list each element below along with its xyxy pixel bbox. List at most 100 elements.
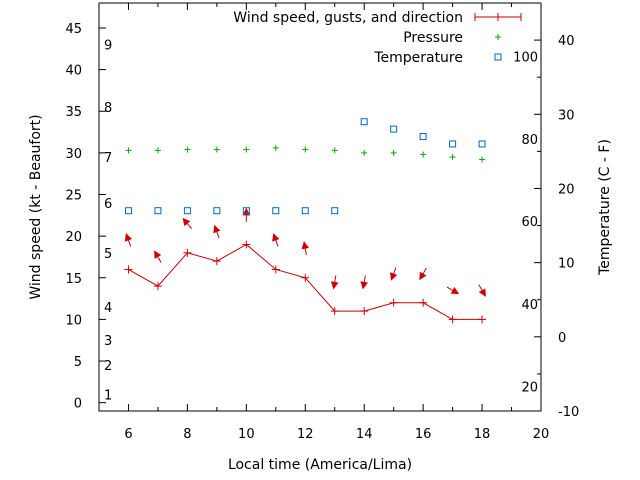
wind-arrow [272,233,280,247]
y-tick-label: 25 [65,189,82,204]
beaufort-tick-label: 2 [104,359,112,374]
beaufort-tick-label: 5 [104,247,112,262]
beaufort-tick-label: 7 [104,151,112,166]
y-tick-labels: 0 5 10 15 20 25 30 35 40 45 [65,22,82,412]
wind-arrow-head [182,217,191,227]
fahrenheit-tick-label: 100 [513,50,538,65]
wind-point [124,265,133,274]
wind-point [360,307,369,316]
wind-point [448,315,457,324]
wind-arrow [154,250,162,263]
wind-arrow [301,241,310,256]
x-tick-label: 18 [474,427,491,442]
beaufort-tick-labels: 1 2 3 4 5 6 7 8 9 [104,39,112,404]
y2-axis-label: Temperature (C - F) [597,139,613,276]
wind-arrow [124,233,133,247]
legend-label: Wind speed, gusts, and direction [233,10,463,26]
y2-tick-label: 0 [558,331,566,346]
wind-arrow-head [330,281,339,290]
wind-point [242,240,251,249]
x-tick-label: 12 [297,427,314,442]
pressure-point [272,144,279,151]
x-tick-label: 10 [238,427,255,442]
wind-arrow [182,217,192,229]
y-tick-label: 20 [65,230,82,245]
wind-point [330,307,339,316]
y-tick-label: 35 [65,105,82,120]
beaufort-tick-label: 9 [104,39,112,54]
wind-point [183,248,192,257]
y-tick-label: 5 [74,355,82,370]
temperature-point [390,125,398,133]
pressure-point [125,147,132,154]
temperature-point [242,207,250,215]
y-tick-label: 30 [65,147,82,162]
temperature-point [449,140,457,148]
y2-tick-label: -10 [558,405,579,420]
wind-point [478,315,487,324]
wind-arrow-head [360,281,368,290]
x-axis-label: Local time (America/Lima) [228,457,412,473]
legend-temperature-marker [494,53,502,61]
fahrenheit-tick-label: 60 [521,215,538,230]
fahrenheit-tick-label: 20 [521,381,538,396]
wind-direction-arrows [124,207,486,297]
pressure-point [331,147,338,154]
fahrenheit-tick-labels: 20 40 60 80 100 [513,50,538,395]
wind-line [128,243,483,320]
wind-point [271,265,280,274]
legend-label: Pressure [403,30,463,46]
x-tick-label: 16 [415,427,432,442]
pressure-point [154,147,161,154]
wind-point [419,298,428,307]
y-tick-label: 15 [65,272,82,287]
y2-tick-label: 30 [558,108,575,123]
wind-series [124,240,487,324]
pressure-point [302,146,309,153]
wind-arrow [390,267,398,281]
tick-marks [98,2,542,412]
x-tick-label: 6 [124,427,132,442]
beaufort-tick-label: 6 [104,197,112,212]
temperature-point [419,133,427,141]
wind-arrow-head [301,241,310,250]
wind-arrow [478,284,486,297]
legend-label: Temperature [373,50,463,66]
temperature-point [301,207,309,215]
temperature-point [360,118,368,126]
beaufort-tick-label: 8 [104,101,112,116]
x-tick-label: 14 [356,427,373,442]
x-tick-label: 8 [183,427,191,442]
pressure-point [243,146,250,153]
wind-arrow-head [124,233,133,242]
pressure-point [420,151,427,158]
y-tick-label: 45 [65,22,82,37]
wind-arrow [446,286,460,295]
legend: Wind speed, gusts, and direction Pressure… [233,10,522,66]
pressure-point [361,149,368,156]
wind-arrow [213,224,221,239]
pressure-point [390,149,397,156]
fahrenheit-tick-label: 80 [521,133,538,148]
pressure-series [125,144,486,163]
pressure-point [449,154,456,161]
x-tick-label: 20 [533,427,550,442]
y2-tick-label: 40 [558,34,575,49]
fahrenheit-tick-label: 40 [521,298,538,313]
wind-point [212,257,221,266]
beaufort-tick-label: 1 [104,388,112,403]
wind-arrow-head [272,233,280,242]
beaufort-tick-label: 3 [104,334,112,349]
temperature-point [213,207,221,215]
wind-arrow-head [478,288,486,297]
wind-arrow [360,275,368,290]
y2-tick-label: 20 [558,182,575,197]
wind-arrow [242,207,251,222]
temperature-point [154,207,162,215]
wind-arrow-head [390,272,398,281]
beaufort-tick-label: 4 [104,301,112,316]
temperature-point [272,207,280,215]
y2-tick-label: 10 [558,257,575,272]
temperature-point [183,207,191,215]
x-tick-labels: 6 8 10 12 14 16 18 20 [124,427,549,442]
